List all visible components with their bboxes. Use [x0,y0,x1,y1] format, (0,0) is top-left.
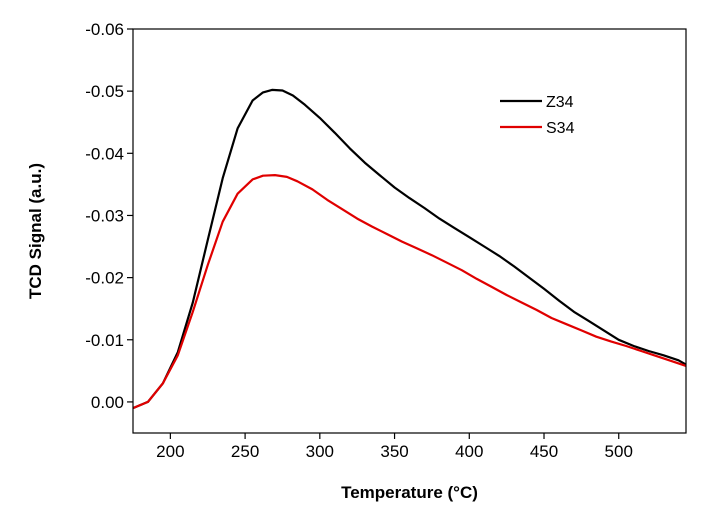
y-tick-label: -0.03 [85,206,124,225]
y-tick-label: -0.02 [85,269,124,288]
series-line-s34 [132,174,687,410]
x-tick-label: 250 [231,442,259,461]
x-tick-label: 350 [380,442,408,461]
x-tick-label: 300 [306,442,334,461]
x-tick-label: 200 [156,442,184,461]
plot-frame [132,28,687,434]
plot-area [132,88,687,410]
legend: Z34 S34 [500,94,575,137]
y-tick-label: -0.06 [85,20,124,39]
y-tick-label: -0.04 [85,144,124,163]
series-line-z34 [132,88,687,410]
x-tick-label: 450 [530,442,558,461]
legend-label: S34 [546,120,575,137]
y-axis-title: TCD Signal (a.u.) [26,163,45,299]
y-tick-label: 0.00 [91,393,124,412]
x-tick-label: 500 [605,442,633,461]
x-tick-label: 400 [455,442,483,461]
y-tick-label: -0.05 [85,82,124,101]
axis-ticks: 200 250 300 350 400 450 500 0.00 -0.01 -0.02 -0.03… [85,20,633,461]
legend-label: Z34 [546,94,574,111]
x-axis-title: Temperature (°C) [341,483,478,502]
y-tick-label: -0.01 [85,331,124,350]
